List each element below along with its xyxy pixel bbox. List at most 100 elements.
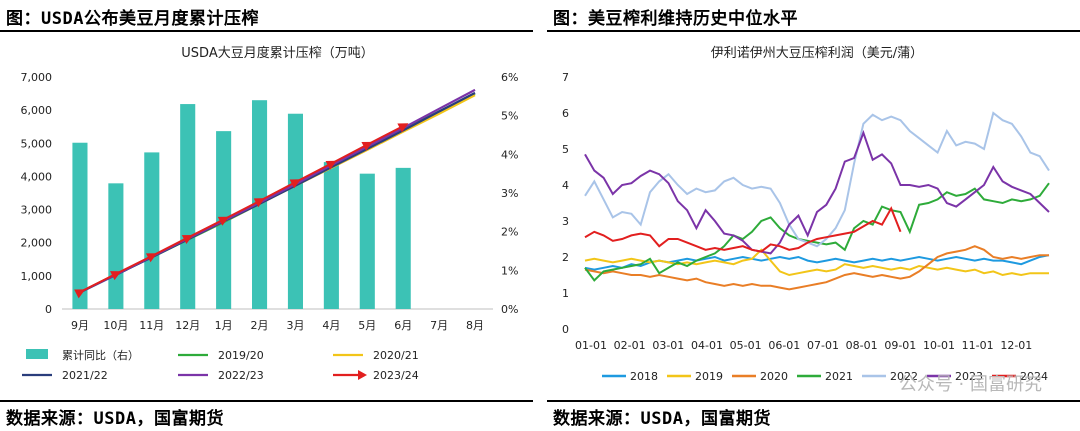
x-tick-label: 11-01 <box>962 339 994 352</box>
x-tick-label: 11月 <box>139 319 164 332</box>
y-tick-label: 4,000 <box>21 170 53 183</box>
y2-tick-label: 3% <box>501 187 518 200</box>
x-tick-label: 12-01 <box>1000 339 1032 352</box>
x-tick-label: 05-01 <box>730 339 762 352</box>
y-tick-label: 4 <box>562 179 569 192</box>
legend-label: 2021/22 <box>62 369 108 382</box>
series-line-2023 <box>584 129 1050 255</box>
y-tick-label: 6,000 <box>21 104 53 117</box>
right-heading: 图：美豆榨利维持历史中位水平 <box>553 9 798 29</box>
x-tick-label: 08-01 <box>846 339 878 352</box>
left-top-rule <box>0 30 533 32</box>
bar <box>359 173 375 309</box>
y-tick-label: 0 <box>562 323 569 336</box>
x-tick-label: 10月 <box>103 319 128 332</box>
bar <box>72 142 88 309</box>
x-tick-label: 2月 <box>251 319 269 332</box>
legend-label: 2022 <box>890 370 918 383</box>
y2-tick-label: 4% <box>501 148 518 161</box>
x-tick-label: 07-01 <box>807 339 839 352</box>
series-line-2020 <box>584 245 1049 291</box>
right-top-rule <box>547 30 1080 32</box>
x-tick-label: 6月 <box>394 319 412 332</box>
y-tick-label: 2,000 <box>21 237 53 250</box>
y2-tick-label: 1% <box>501 264 518 277</box>
x-tick-label: 1月 <box>215 319 233 332</box>
y-tick-label: 7 <box>562 71 569 84</box>
x-tick-label: 02-01 <box>614 339 646 352</box>
y-tick-label: 3,000 <box>21 204 53 217</box>
x-tick-label: 5月 <box>358 319 376 332</box>
arrow-marker <box>110 271 122 281</box>
bar <box>287 113 304 309</box>
bar <box>108 183 124 309</box>
legend-label: 2023/24 <box>373 369 419 382</box>
bar <box>323 162 339 309</box>
left-bottom-rule <box>0 400 533 402</box>
left-heading: 图：USDA公布美豆月度累计压榨 <box>6 9 259 29</box>
legend-label: 2021 <box>825 370 853 383</box>
series-line-2021 <box>584 182 1050 282</box>
series-line-2023-24 <box>79 125 404 293</box>
legend-swatch <box>26 349 48 359</box>
right-bottom-rule <box>547 400 1080 402</box>
arrow-marker <box>145 253 158 263</box>
arrow-marker <box>217 216 229 226</box>
x-tick-label: 12月 <box>175 319 200 332</box>
y-tick-label: 3 <box>562 215 569 228</box>
legend-arrow <box>358 370 367 380</box>
y-tick-label: 2 <box>562 251 569 264</box>
x-tick-label: 7月 <box>430 319 448 332</box>
x-tick-label: 4月 <box>322 319 340 332</box>
legend-label: 2019/20 <box>218 349 264 362</box>
bar <box>180 104 196 309</box>
y2-tick-label: 2% <box>501 226 518 239</box>
legend-label: 2020 <box>760 370 788 383</box>
crush-chart: USDA大豆月度累计压榨（万吨） 0 1,000 2,000 3,000 4,000 5,0… <box>21 45 519 382</box>
series-line-2022 <box>584 111 1050 248</box>
chart-title: 伊利诺伊州大豆压榨利润（美元/蒲） <box>711 45 923 61</box>
y-tick-label: 7,000 <box>21 71 53 84</box>
y2-tick-label: 0% <box>501 303 518 316</box>
legend-label: 2022/23 <box>218 369 264 382</box>
x-tick-label: 06-01 <box>768 339 800 352</box>
arrow-marker <box>74 289 86 299</box>
left-source: 数据来源：USDA，国富期货 <box>6 409 224 429</box>
legend-label: 2024 <box>1020 370 1048 383</box>
y-tick-label: 0 <box>45 303 52 316</box>
chart-title: USDA大豆月度累计压榨（万吨） <box>181 45 373 61</box>
x-tick-label: 03-01 <box>652 339 684 352</box>
legend-label: 2020/21 <box>373 349 419 362</box>
legend-label: 2018 <box>630 370 658 383</box>
x-tick-label: 3月 <box>286 319 304 332</box>
y-tick-label: 1,000 <box>21 270 53 283</box>
y-tick-label: 1 <box>562 287 569 300</box>
arrow-marker <box>289 179 301 189</box>
x-tick-label: 9月 <box>71 319 89 332</box>
x-tick-label: 01-01 <box>575 339 607 352</box>
right-panel: 图：美豆榨利维持历史中位水平 伊利诺伊州大豆压榨利润（美元/蒲） 0 1 2 3 4 5 6 7… <box>547 0 1080 431</box>
arrow-marker <box>253 198 265 208</box>
x-tick-label: 8月 <box>466 319 484 332</box>
arrow-marker <box>325 160 337 170</box>
left-panel: 图：USDA公布美豆月度累计压榨 USDA大豆月度累计压榨（万吨） 0 1,000 2… <box>0 0 533 431</box>
legend-label: 2019 <box>695 370 723 383</box>
bar <box>144 152 160 309</box>
margin-chart: 伊利诺伊州大豆压榨利润（美元/蒲） 0 1 2 3 4 5 6 7 01-01 02-01 03-01… <box>562 45 1050 383</box>
y2-tick-label: 6% <box>501 71 518 84</box>
arrow-marker <box>397 123 409 133</box>
series-line-2024 <box>584 206 902 253</box>
arrow-marker <box>181 235 194 245</box>
legend-label: 2023 <box>955 370 983 383</box>
right-source: 数据来源：USDA，国富期货 <box>553 409 771 429</box>
watermark: 公众号 · 国富研究 <box>898 374 1042 395</box>
y-tick-label: 5,000 <box>21 137 53 150</box>
bar <box>395 167 411 309</box>
y2-tick-label: 5% <box>501 110 518 123</box>
y-tick-label: 5 <box>562 143 569 156</box>
arrow-marker <box>361 141 373 151</box>
legend-label: 累计同比（右） <box>62 348 139 362</box>
series-line-2019 <box>584 248 1049 277</box>
x-tick-label: 04-01 <box>691 339 723 352</box>
x-tick-label: 10-01 <box>923 339 955 352</box>
